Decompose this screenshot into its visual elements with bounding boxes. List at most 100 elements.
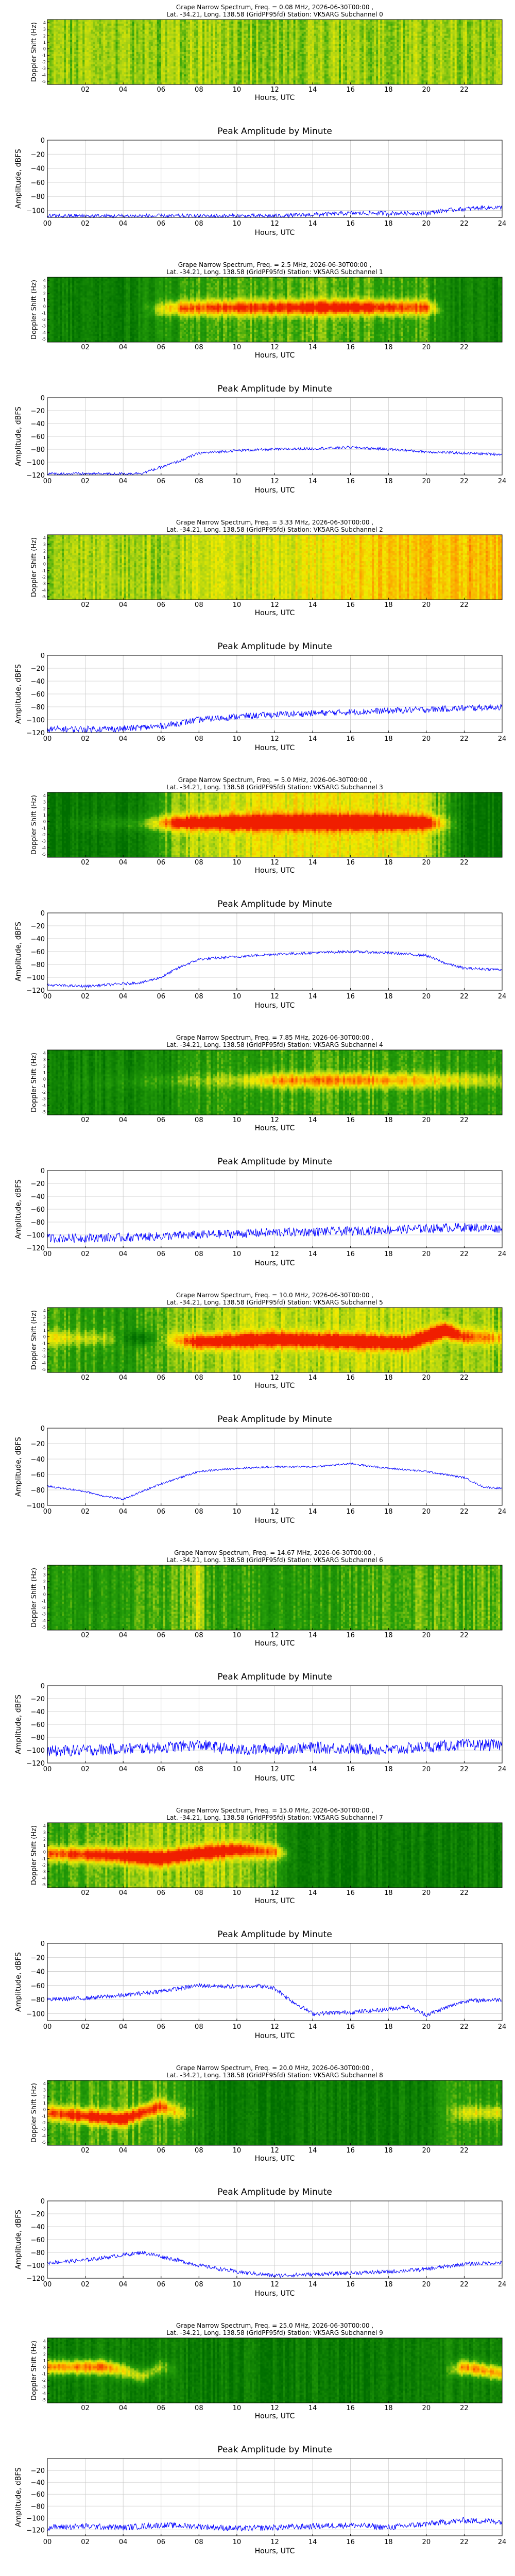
spectrogram-cell — [66, 74, 68, 76]
spectrogram-cell — [113, 32, 115, 34]
spectrogram-cell — [58, 66, 60, 69]
spectrogram-cell — [91, 58, 93, 60]
spectrogram-cell — [107, 54, 109, 56]
spectrogram-cell — [78, 58, 80, 60]
spectrogram-cell — [95, 70, 97, 72]
spectrogram-cell — [49, 24, 52, 26]
spectrogram-cell — [47, 50, 49, 52]
spectrogram-cell — [107, 32, 109, 34]
spectrogram-cell — [97, 30, 99, 32]
spectrogram-cell — [103, 24, 105, 26]
spectrogram-cell — [60, 66, 62, 69]
spectrogram-cell — [105, 54, 107, 56]
spectrogram-cell — [126, 40, 128, 42]
spectrogram-cell — [56, 44, 58, 46]
spectrogram-cell — [105, 72, 107, 74]
spectrogram-cell — [119, 34, 122, 36]
spectrogram-cell — [56, 48, 58, 50]
spectrogram-cell — [126, 42, 128, 44]
spectrogram-cell — [109, 62, 111, 64]
spectrogram-cell — [54, 24, 56, 26]
spectrogram-cell — [54, 20, 56, 22]
spectrogram-cell — [78, 24, 80, 26]
spectrogram-cell — [54, 64, 56, 66]
spectrogram-cell — [89, 74, 91, 76]
spectrogram-cell — [56, 66, 58, 69]
spectrogram-cell — [47, 32, 49, 34]
spectrogram-cell — [74, 64, 76, 66]
spectrogram-cell — [109, 80, 111, 82]
spectrogram-cell — [84, 72, 87, 74]
spectrogram-cell — [95, 28, 97, 30]
spectrogram-cell — [49, 46, 52, 48]
spectrogram-cell — [78, 64, 80, 66]
spectrogram-cell — [93, 44, 95, 46]
spectrogram-cell — [80, 28, 82, 30]
spectrogram-cell — [99, 78, 101, 80]
spectrogram-cell — [58, 52, 60, 54]
spectrogram-cell — [109, 69, 111, 71]
spectrogram-cell — [128, 69, 130, 71]
spectrogram-cell — [62, 64, 64, 66]
spectrogram-cell — [76, 38, 78, 40]
spectrogram-cell — [103, 46, 105, 48]
spectrogram-cell — [122, 20, 124, 22]
spectrogram-cell — [115, 50, 117, 52]
spectrogram-cell — [66, 80, 68, 82]
spectrogram-cell — [49, 80, 52, 82]
spectrogram-cell — [101, 72, 103, 74]
spectrogram-cell — [126, 24, 128, 26]
spectrogram-cell — [130, 76, 132, 78]
spectrogram-cell — [78, 46, 80, 48]
spectrogram-cell — [68, 62, 70, 64]
spectrogram-cell — [82, 50, 84, 52]
spectrogram-cell — [49, 72, 52, 74]
spectrogram-cell — [115, 69, 117, 71]
spectrogram-cell — [107, 72, 109, 74]
spectrogram-cell — [124, 70, 126, 72]
spectrogram-cell — [52, 76, 54, 78]
spectrogram-cell — [113, 54, 115, 56]
spectrogram-cell — [56, 69, 58, 71]
spectrogram-cell — [54, 62, 56, 64]
spectrogram-cell — [60, 80, 62, 82]
spectrogram-cell — [91, 80, 93, 82]
spectrogram-cell — [78, 66, 80, 69]
spectrogram-cell — [80, 72, 82, 74]
spectrogram-cell — [103, 22, 105, 24]
spectrogram-cell — [99, 20, 101, 22]
spectrogram-cell — [130, 52, 132, 54]
spectrogram-cell — [105, 24, 107, 26]
spectrogram-cell — [87, 46, 89, 48]
spectrogram-cell — [101, 80, 103, 82]
spectrogram-cell — [99, 36, 101, 38]
spectrogram-cell — [107, 78, 109, 80]
spectrogram-cell — [119, 54, 122, 56]
spectrogram-cell — [97, 54, 99, 56]
spectrogram-cell — [95, 34, 97, 36]
spectrogram-cell — [128, 64, 130, 66]
spectrogram-cell — [91, 60, 93, 62]
spectrogram-cell — [64, 50, 66, 52]
spectrogram-cell — [62, 60, 64, 62]
spectrogram-cell — [93, 26, 95, 28]
spectrogram-cell — [115, 20, 117, 22]
spectrogram-cell — [95, 66, 97, 69]
spectrogram-cell — [111, 64, 113, 66]
spectrogram-cell — [130, 28, 132, 30]
spectrogram-cell — [47, 20, 49, 22]
spectrogram-cell — [119, 26, 122, 28]
spectrogram-cell — [130, 24, 132, 26]
spectrogram-cell — [117, 20, 119, 22]
spectrogram-cell — [97, 38, 99, 40]
spectrogram-cell — [111, 38, 113, 40]
spectrogram-cell — [82, 66, 84, 69]
spectrogram-cell — [124, 28, 126, 30]
spectrogram-cell — [99, 40, 101, 42]
spectrogram-cell — [115, 48, 117, 50]
spectrogram-cell — [128, 54, 130, 56]
spectrogram-cell — [74, 80, 76, 82]
spectrogram-cell — [97, 66, 99, 69]
spectrogram-cell — [124, 48, 126, 50]
spectrogram-cell — [95, 76, 97, 78]
